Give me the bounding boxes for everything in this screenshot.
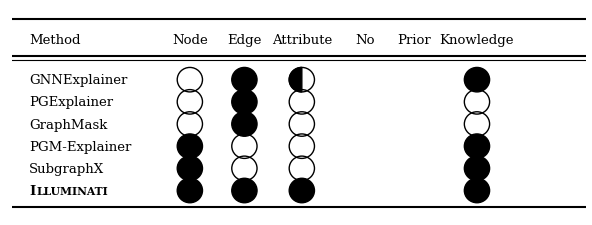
Ellipse shape: [464, 156, 490, 181]
Text: No: No: [355, 33, 375, 46]
Ellipse shape: [232, 178, 257, 203]
Text: Method: Method: [29, 33, 81, 46]
Ellipse shape: [464, 68, 490, 92]
Text: PGM-Explainer: PGM-Explainer: [29, 140, 131, 153]
Text: Attribute: Attribute: [272, 33, 332, 46]
Ellipse shape: [464, 134, 490, 159]
Ellipse shape: [177, 156, 202, 181]
Ellipse shape: [232, 68, 257, 92]
Ellipse shape: [289, 178, 314, 203]
Text: Knowledge: Knowledge: [440, 33, 514, 46]
Text: Node: Node: [172, 33, 208, 46]
Text: PGExplainer: PGExplainer: [29, 96, 113, 109]
Text: GNNExplainer: GNNExplainer: [29, 74, 127, 87]
Ellipse shape: [232, 90, 257, 115]
Text: I: I: [29, 184, 36, 197]
Text: Edge: Edge: [227, 33, 262, 46]
Text: Prior: Prior: [397, 33, 431, 46]
Text: GraphMask: GraphMask: [29, 118, 107, 131]
Text: SubgraphX: SubgraphX: [29, 162, 104, 175]
Polygon shape: [289, 68, 302, 92]
Ellipse shape: [177, 134, 202, 159]
Ellipse shape: [464, 178, 490, 203]
Ellipse shape: [177, 178, 202, 203]
Ellipse shape: [232, 112, 257, 137]
Text: LLUMINATI: LLUMINATI: [37, 185, 108, 196]
